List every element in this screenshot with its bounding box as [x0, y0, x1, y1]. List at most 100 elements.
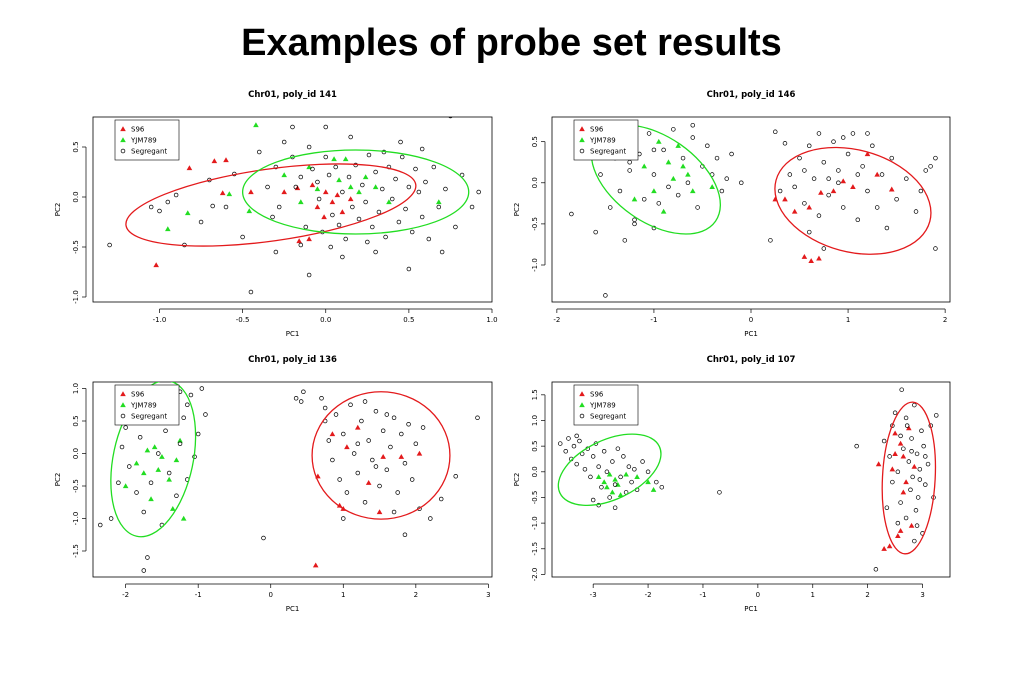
data-point	[122, 483, 129, 489]
data-point	[296, 238, 302, 244]
plot-frame	[92, 381, 493, 578]
x-axis-label: PC1	[744, 330, 758, 338]
data-point	[336, 222, 342, 228]
x-tick-label: 2	[414, 591, 418, 599]
legend-marker	[579, 413, 585, 419]
data-point	[909, 449, 914, 454]
plot-frame	[92, 116, 493, 303]
data-point	[257, 149, 262, 155]
data-point	[436, 199, 442, 205]
data-point	[163, 428, 168, 434]
data-point	[391, 415, 397, 421]
data-point	[376, 509, 383, 515]
data-point	[165, 199, 171, 205]
data-point	[836, 168, 841, 173]
data-point	[261, 535, 266, 541]
data-point	[151, 444, 158, 450]
legend-label: YJM789	[589, 402, 616, 410]
data-point	[362, 500, 368, 505]
data-point	[626, 464, 632, 469]
data-point	[108, 516, 114, 521]
legend: S96 YJM789 Segregant	[573, 119, 639, 161]
data-point	[897, 440, 904, 446]
data-point	[615, 446, 621, 451]
data-point	[203, 412, 208, 417]
data-point	[98, 522, 103, 528]
data-point	[223, 157, 229, 163]
data-point	[419, 214, 425, 220]
legend-marker	[579, 126, 585, 132]
data-point	[925, 461, 931, 467]
data-point	[695, 205, 700, 210]
data-point	[273, 249, 279, 255]
x-tick-label: -2	[122, 591, 129, 599]
data-point	[607, 495, 612, 500]
data-point	[476, 189, 481, 195]
data-point	[623, 471, 629, 477]
data-point	[188, 392, 194, 398]
data-point	[595, 474, 602, 480]
group-ellipse	[557, 433, 662, 506]
data-point	[598, 172, 603, 177]
data-point	[366, 152, 372, 158]
data-point	[617, 492, 624, 497]
group-ellipse	[110, 382, 197, 538]
data-point	[391, 509, 397, 515]
data-point	[912, 402, 917, 408]
data-point	[802, 168, 807, 173]
data-point	[173, 457, 180, 463]
data-point	[666, 184, 671, 190]
data-point	[253, 122, 259, 128]
data-point	[557, 441, 563, 446]
data-point	[913, 508, 919, 513]
data-point	[661, 147, 666, 153]
data-point	[571, 443, 577, 449]
data-point	[826, 192, 831, 198]
data-point	[428, 516, 433, 521]
chart-panel-4: Chr01, poly_id 107-3 -2 -1 0 1 2 3PC1-2.0-1.5-…	[513, 355, 951, 613]
legend-marker	[120, 391, 126, 397]
data-point	[917, 466, 923, 472]
data-point	[889, 155, 895, 161]
data-point	[917, 477, 923, 482]
data-point	[370, 224, 375, 230]
data-point	[330, 212, 335, 218]
data-point	[897, 528, 904, 533]
x-tick-label: 0.0	[320, 316, 331, 324]
data-point	[426, 236, 432, 242]
data-point	[383, 234, 388, 240]
data-point	[348, 134, 353, 140]
data-point	[298, 399, 304, 404]
data-point	[900, 489, 907, 495]
y-tick-label: -0.5	[531, 217, 539, 231]
data-point	[362, 174, 369, 180]
plot-area	[557, 387, 939, 572]
data-point	[609, 489, 616, 495]
data-point	[184, 210, 191, 216]
data-point	[333, 412, 339, 417]
data-point	[165, 226, 171, 232]
data-point	[413, 441, 419, 447]
data-point	[336, 177, 342, 183]
data-point	[186, 165, 193, 171]
data-point	[773, 129, 778, 135]
data-point	[248, 189, 254, 195]
data-point	[377, 483, 382, 489]
data-point	[563, 449, 568, 454]
data-point	[314, 204, 321, 210]
data-point	[901, 446, 906, 451]
plot-area	[107, 117, 481, 295]
legend-marker	[579, 148, 585, 154]
data-point	[365, 479, 372, 485]
y-tick-label: -0.5	[72, 479, 80, 493]
data-point	[373, 249, 378, 255]
legend-marker	[579, 137, 585, 143]
data-point	[211, 158, 218, 164]
data-point	[376, 209, 382, 215]
data-point	[148, 496, 154, 502]
data-point	[386, 199, 392, 205]
data-point	[298, 242, 304, 248]
data-point	[293, 184, 299, 190]
data-point	[629, 479, 634, 485]
y-tick-label: 0.0	[72, 448, 80, 459]
